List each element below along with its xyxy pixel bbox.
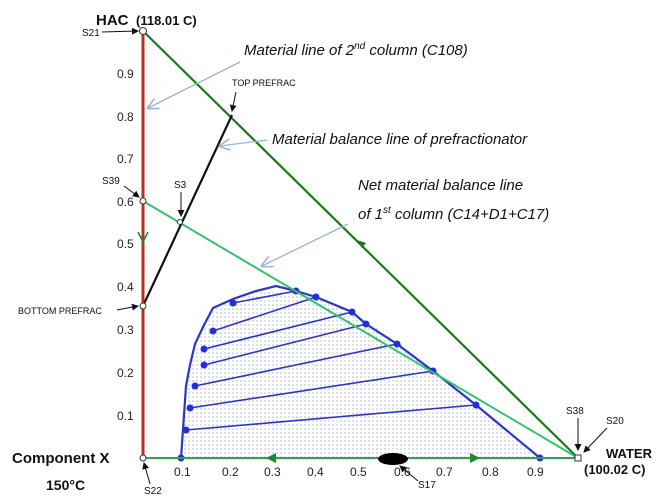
s17-label: S17 bbox=[418, 480, 436, 491]
s39-point bbox=[139, 197, 147, 205]
svg-text:0.7: 0.7 bbox=[117, 152, 134, 166]
svg-text:0.1: 0.1 bbox=[174, 465, 191, 479]
s39-label: S39 bbox=[102, 176, 120, 187]
prefractionator-line bbox=[142, 114, 233, 307]
binodal-curve bbox=[179, 284, 541, 459]
annotation-prefractionator: Material balance line of prefractionator bbox=[272, 131, 528, 148]
svg-text:0.8: 0.8 bbox=[117, 110, 134, 124]
component-x-label: Component X bbox=[12, 450, 110, 467]
s22-label: S22 bbox=[144, 486, 162, 497]
svg-text:0.9: 0.9 bbox=[527, 465, 544, 479]
svg-text:0.3: 0.3 bbox=[117, 323, 134, 337]
annotation-net-line-1: Net material balance line bbox=[358, 177, 523, 194]
s38-label: S38 bbox=[566, 406, 584, 417]
x-ticks: 0.1 0.2 0.3 0.4 0.5 0.6 0.7 0.8 0.9 bbox=[174, 465, 544, 479]
water-temp: (100.02 C) bbox=[584, 462, 645, 477]
s3-label: S3 bbox=[174, 180, 187, 191]
svg-text:0.8: 0.8 bbox=[482, 465, 499, 479]
hac-label: HAC bbox=[96, 12, 129, 29]
tie-lines bbox=[185, 290, 477, 431]
svg-text:0.5: 0.5 bbox=[117, 237, 134, 251]
svg-text:0.2: 0.2 bbox=[117, 366, 134, 380]
two-phase-region bbox=[181, 291, 540, 458]
hac-vertex bbox=[139, 27, 147, 35]
top-prefrac-label: TOP PREFRAC bbox=[232, 78, 296, 88]
net-material-balance-line bbox=[142, 200, 579, 459]
svg-text:0.6: 0.6 bbox=[117, 195, 134, 209]
s3-point bbox=[177, 219, 183, 225]
svg-text:0.6: 0.6 bbox=[394, 465, 411, 479]
svg-text:0.7: 0.7 bbox=[436, 465, 453, 479]
component-x-temp: 150°C bbox=[46, 477, 85, 493]
s17-marker bbox=[378, 453, 408, 465]
bottom-prefrac-label: BOTTOM PREFRAC bbox=[18, 306, 102, 316]
hac-temp: (118.01 C) bbox=[136, 13, 197, 28]
svg-text:0.4: 0.4 bbox=[117, 280, 134, 294]
annotation-net-line-2: of 1st column (C14+D1+C17) bbox=[358, 205, 549, 223]
s20-label: S20 bbox=[606, 416, 624, 427]
svg-text:0.1: 0.1 bbox=[117, 409, 134, 423]
svg-text:0.5: 0.5 bbox=[350, 465, 367, 479]
annotation-material-line-2nd: Material line of 2nd column (C108) bbox=[244, 41, 468, 59]
svg-text:0.2: 0.2 bbox=[222, 465, 239, 479]
water-label: WATER bbox=[606, 446, 653, 461]
svg-text:0.9: 0.9 bbox=[117, 67, 134, 81]
svg-text:0.4: 0.4 bbox=[307, 465, 324, 479]
y-ticks: 0.9 0.8 0.7 0.6 0.5 0.4 0.3 0.2 0.1 bbox=[117, 67, 134, 423]
water-vertex bbox=[574, 454, 582, 462]
component-x-vertex bbox=[139, 454, 147, 462]
svg-text:0.3: 0.3 bbox=[264, 465, 281, 479]
bottom-prefrac-point bbox=[139, 302, 147, 310]
s21-label: S21 bbox=[82, 28, 100, 39]
